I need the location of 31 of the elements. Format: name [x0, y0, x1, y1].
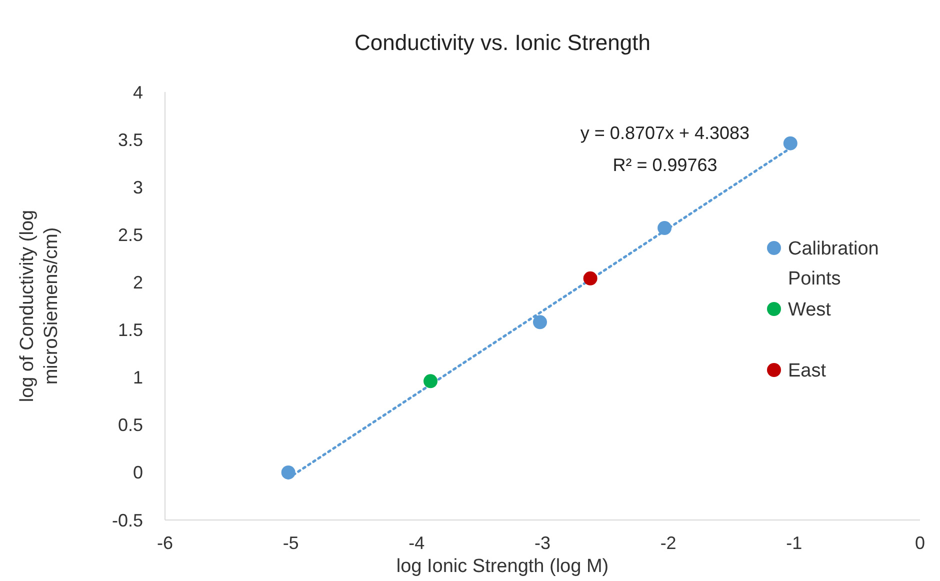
point: [658, 221, 672, 236]
y-tick-label: 4: [132, 82, 143, 102]
legend-label: Calibration Points: [788, 238, 879, 290]
point: [281, 465, 296, 480]
point: [783, 136, 798, 150]
legend-label: West: [788, 300, 832, 321]
x-tick-label: -6: [156, 533, 174, 553]
x-tick-label: -2: [660, 533, 676, 553]
y-tick-label: 1: [132, 368, 143, 388]
y-tick-label: 2.5: [118, 224, 143, 245]
x-tick-label: -4: [408, 533, 425, 553]
x-tick-label: 0: [914, 533, 926, 553]
point: [532, 315, 547, 330]
y-tick-label: -0.5: [112, 510, 143, 530]
x-tick-label: -5: [282, 533, 299, 553]
y-tick-label: 2: [132, 272, 143, 293]
y-tick-label: 3: [132, 177, 143, 198]
legend-label: East: [788, 360, 827, 382]
y-tick-label: 1.5: [118, 320, 143, 340]
y-axis-title: log of Conductivity (log microSiemens/cm): [17, 210, 62, 402]
annotation: R² = 0.99763: [612, 155, 718, 175]
x-tick-label: -1: [786, 533, 802, 553]
annotation: y = 0.8707x + 4.3083: [580, 123, 750, 143]
y-tick-label: 0.5: [118, 415, 143, 436]
x-axis-title: log Ionic Strength (log M): [396, 556, 609, 577]
y-tick-label: 3.5: [118, 130, 143, 150]
x-tick-label: -3: [534, 533, 551, 553]
y-tick-label: 0: [132, 462, 143, 483]
point: [583, 271, 598, 286]
chart-title: Conductivity vs. Ionic Strength: [354, 30, 650, 55]
point: [424, 374, 438, 388]
